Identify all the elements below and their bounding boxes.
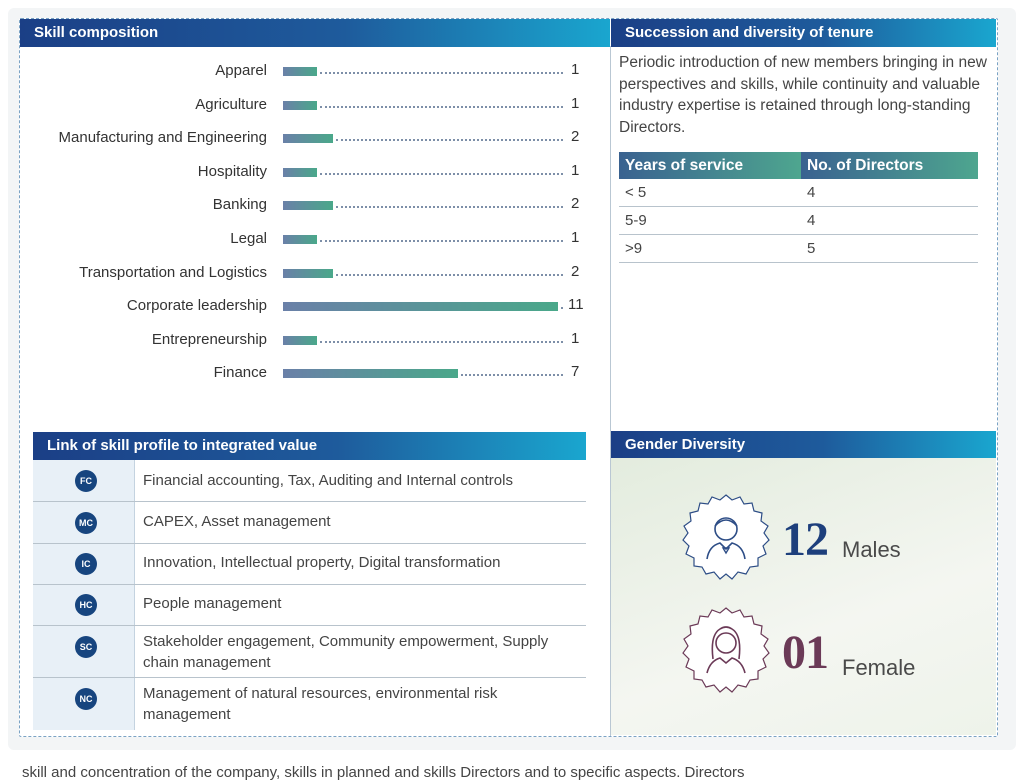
female-avatar-icon <box>682 607 770 693</box>
no-of-directors-header: No. of Directors <box>801 152 978 179</box>
dotted-leader <box>320 172 563 175</box>
tenure-table: Years of service No. of Directors < 5 4 … <box>619 152 978 263</box>
capital-description: Innovation, Intellectual property, Digit… <box>143 554 501 571</box>
table-row: >9 5 <box>619 234 978 263</box>
skill-label: Banking <box>212 196 267 214</box>
skill-bar <box>283 67 317 76</box>
capital-description: People management <box>143 595 282 612</box>
male-avatar-icon <box>682 494 770 580</box>
skill-composition-title: Skill composition <box>34 24 159 41</box>
skill-label: Finance <box>213 364 267 382</box>
skill-bar <box>283 201 333 211</box>
list-item: MC CAPEX, Asset management <box>33 502 586 544</box>
capital-badge-hc: HC <box>75 594 97 616</box>
directors-cell: 4 <box>801 206 978 235</box>
skill-bar <box>283 302 558 312</box>
list-item: HC People management <box>33 585 586 626</box>
skill-value: 1 <box>571 329 580 347</box>
males-count: 12 <box>782 513 829 566</box>
capital-description: Management of natural resources, environ… <box>143 685 498 723</box>
skill-value: 7 <box>571 363 580 381</box>
dotted-leader <box>320 72 563 74</box>
dotted-leader <box>561 307 563 310</box>
years-cell: >9 <box>619 234 801 263</box>
skill-value: 2 <box>571 195 580 213</box>
skill-label: Hospitality <box>197 162 267 180</box>
link-skill-header: Link of skill profile to integrated valu… <box>33 432 586 460</box>
skill-label: Manufacturing and Engineering <box>58 129 267 147</box>
dotted-leader <box>336 273 563 276</box>
males-label: Males <box>842 537 901 562</box>
succession-header: Succession and diversity of tenure <box>611 19 996 47</box>
skill-bar <box>283 167 317 177</box>
skill-label: Entrepreneurship <box>151 330 267 348</box>
capital-badge-mc: MC <box>75 512 97 534</box>
capital-description: Financial accounting, Tax, Auditing and … <box>143 472 513 489</box>
directors-cell: 4 <box>801 179 978 207</box>
skill-composition-header: Skill composition <box>20 19 610 47</box>
list-item: IC Innovation, Intellectual property, Di… <box>33 544 586 585</box>
dotted-leader <box>336 206 563 209</box>
years-cell: 5-9 <box>619 206 801 235</box>
skill-bar <box>283 268 333 278</box>
directors-cell: 5 <box>801 234 978 263</box>
gender-diversity-panel <box>611 458 996 735</box>
gender-diversity-header: Gender Diversity <box>611 431 996 459</box>
capital-badge-ic: IC <box>75 553 97 575</box>
skill-value: 11 <box>568 296 584 314</box>
dotted-leader <box>320 240 563 242</box>
skill-bar <box>283 235 317 244</box>
capital-badge-sc: SC <box>75 636 97 658</box>
years-of-service-header: Years of service <box>619 152 801 179</box>
skill-value: 1 <box>571 161 580 179</box>
skill-bar <box>283 335 317 345</box>
skill-label: Apparel <box>215 62 267 79</box>
dotted-leader <box>461 374 563 377</box>
skill-label: Corporate leadership <box>126 297 267 315</box>
years-cell: < 5 <box>619 179 801 207</box>
skill-value: 1 <box>571 61 580 78</box>
table-row: < 5 4 <box>619 179 978 207</box>
tenure-table-header-row: Years of service No. of Directors <box>619 152 978 179</box>
dotted-leader <box>320 105 563 108</box>
capital-description: CAPEX, Asset management <box>143 513 331 530</box>
skill-value: 2 <box>571 262 580 280</box>
skill-label: Transportation and Logistics <box>79 263 267 281</box>
table-row: 5-9 4 <box>619 206 978 235</box>
list-item: SC Stakeholder engagement, Community emp… <box>33 626 586 678</box>
skill-value: 1 <box>571 94 580 112</box>
dotted-leader <box>336 139 563 142</box>
footer-text: skill and concentration of the company, … <box>22 764 745 781</box>
succession-intro: Periodic introduction of new members bri… <box>619 54 987 136</box>
list-item: FC Financial accounting, Tax, Auditing a… <box>33 460 586 502</box>
skill-bar <box>283 369 458 379</box>
list-item: NC Management of natural resources, envi… <box>33 678 586 730</box>
skill-label: Agriculture <box>195 95 267 113</box>
column-divider <box>610 46 611 736</box>
skill-label: Legal <box>230 230 267 247</box>
succession-title: Succession and diversity of tenure <box>625 24 874 41</box>
skill-bar <box>283 134 333 144</box>
gender-diversity-title: Gender Diversity <box>625 436 746 453</box>
female-label: Female <box>842 655 916 680</box>
skill-value: 2 <box>571 128 580 146</box>
skill-bar <box>283 100 317 110</box>
capital-badge-nc: NC <box>75 688 97 710</box>
skill-value: 1 <box>571 229 580 246</box>
dotted-leader <box>320 340 563 343</box>
female-count: 01 <box>782 626 829 679</box>
link-skill-title: Link of skill profile to integrated valu… <box>47 437 318 454</box>
capital-badge-fc: FC <box>75 470 97 492</box>
capital-description: Stakeholder engagement, Community empowe… <box>143 633 549 671</box>
